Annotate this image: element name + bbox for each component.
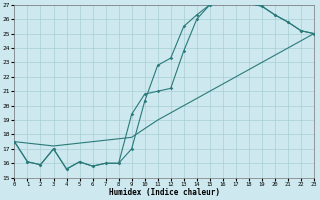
X-axis label: Humidex (Indice chaleur): Humidex (Indice chaleur) <box>109 188 220 197</box>
